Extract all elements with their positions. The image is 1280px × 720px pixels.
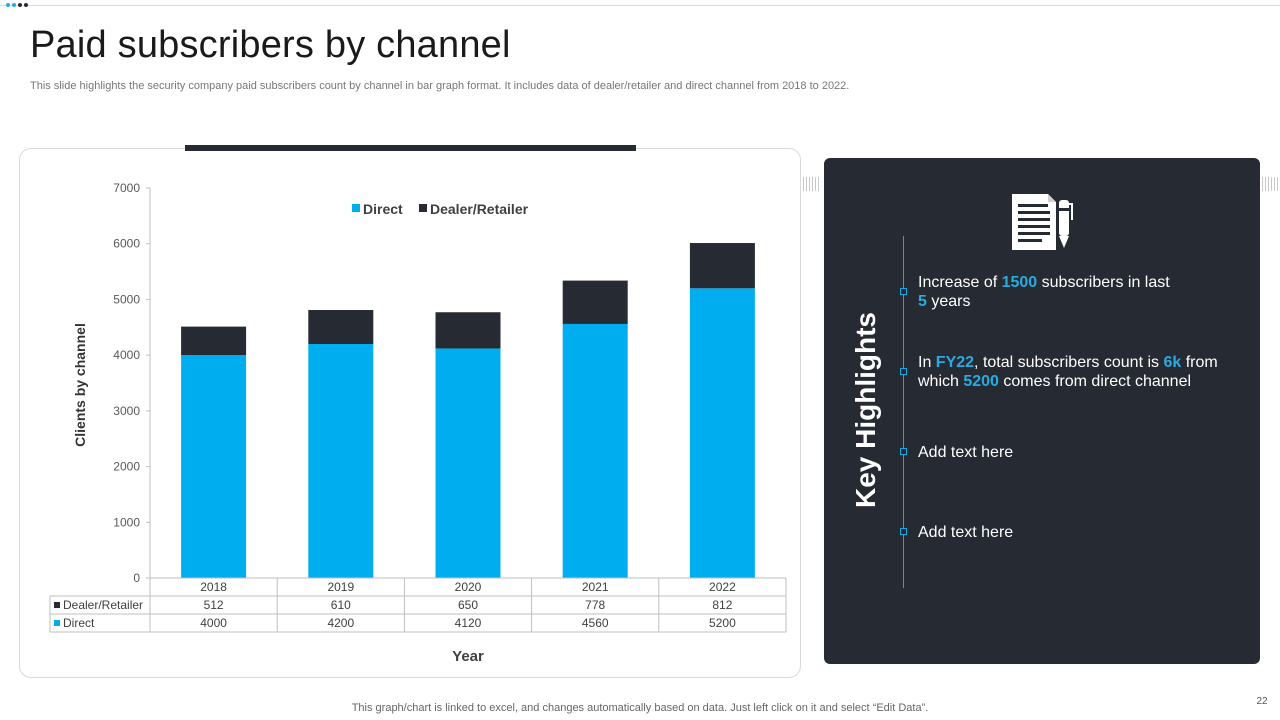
bar-dealer-2021 (562, 280, 628, 324)
chart-card-top-bar (185, 145, 636, 151)
highlight-2-text-d: comes from direct channel (998, 373, 1192, 390)
y-tick-label: 1000 (113, 515, 140, 529)
legend-label-dealer: Dealer/Retailer (430, 201, 529, 217)
footer-note: This graph/chart is linked to excel, and… (351, 702, 929, 714)
page-title: Paid subscribers by channel (30, 24, 511, 66)
bar-dealer-2022 (689, 243, 755, 289)
chart-card[interactable] (19, 148, 801, 678)
dot-2 (12, 3, 16, 7)
y-tick-label: 0 (133, 571, 140, 585)
bar-direct-2021 (562, 323, 628, 578)
table-key-direct (54, 620, 60, 626)
x-tick-label: 2018 (200, 580, 227, 594)
table-cell-direct: 4200 (327, 616, 354, 630)
y-tick-label: 2000 (113, 460, 140, 474)
y-tick-label: 5000 (113, 292, 140, 306)
table-cell-direct: 4120 (455, 616, 482, 630)
table-cell-dealer: 778 (585, 598, 605, 612)
highlight-2-value-6k: 6k (1163, 354, 1182, 371)
highlight-1-value-5: 5 (918, 293, 927, 310)
table-cell-direct: 5200 (709, 616, 736, 630)
highlight-2-text-a: In (918, 354, 936, 371)
page-subtitle: This slide highlights the security compa… (30, 80, 850, 92)
x-tick-label: 2019 (327, 580, 354, 594)
decor-lines-left (803, 177, 821, 191)
highlights-title: Key Highlights (850, 311, 881, 509)
highlight-2-text-c: from which (918, 354, 1218, 390)
highlight-2-value-fy22: FY22 (935, 354, 975, 371)
table-key-dealer (54, 602, 60, 608)
dot-1 (6, 3, 10, 7)
bar-direct-2020 (435, 348, 501, 578)
highlight-item-2: In FY22, total subscribers count is 6k f… (918, 353, 1228, 391)
timeline-marker-4 (900, 528, 907, 535)
bar-direct-2022 (689, 288, 755, 578)
bar-dealer-2019 (308, 310, 374, 344)
x-tick-label: 2021 (582, 580, 609, 594)
y-tick-label: 7000 (113, 181, 140, 195)
bar-direct-2018 (181, 355, 247, 578)
timeline-marker-2 (900, 368, 907, 375)
highlight-2-text-b: , total subscribers count is (974, 354, 1164, 371)
dot-3 (18, 3, 22, 7)
table-cell-dealer: 512 (204, 598, 224, 612)
top-divider (0, 5, 1280, 6)
timeline-marker-3 (900, 448, 907, 455)
highlight-1-value-1500: 1500 (1001, 274, 1038, 291)
x-axis-title: Year (452, 648, 484, 665)
highlight-1-text-a: Increase of (918, 274, 1002, 291)
highlight-2-value-5200: 5200 (963, 373, 999, 390)
legend-swatch-direct (352, 204, 360, 212)
highlight-1-text-c: years (926, 293, 971, 310)
y-axis-title: Clients by channel (72, 323, 88, 447)
table-row-label-dealer: Dealer/Retailer (63, 598, 143, 612)
bar-dealer-2020 (435, 312, 501, 349)
table-row-label-direct: Direct (63, 616, 95, 630)
table-cell-dealer: 812 (712, 598, 732, 612)
y-tick-label: 4000 (113, 348, 140, 362)
document-pen-icon (1012, 194, 1073, 250)
legend-swatch-dealer (419, 204, 427, 212)
table-cell-dealer: 610 (331, 598, 351, 612)
table-cell-dealer: 650 (458, 598, 478, 612)
highlights-timeline (903, 236, 904, 588)
slide-dots (6, 3, 28, 7)
highlight-item-3[interactable]: Add text here (918, 444, 1014, 461)
timeline-marker-1 (900, 288, 907, 295)
bar-direct-2019 (308, 344, 374, 578)
table-cell-direct: 4000 (200, 616, 227, 630)
decor-lines-right (1262, 177, 1280, 191)
y-tick-label: 6000 (113, 237, 140, 251)
highlight-item-4[interactable]: Add text here (918, 524, 1014, 541)
dot-4 (24, 3, 28, 7)
x-tick-label: 2020 (455, 580, 482, 594)
table-cell-direct: 4560 (582, 616, 609, 630)
page-number: 22 (1256, 696, 1268, 707)
highlight-1-text-b: subscribers in last (1037, 274, 1170, 291)
legend-label-direct: Direct (363, 201, 403, 217)
highlight-item-1: Increase of 1500 subscribers in last 5 y… (918, 273, 1228, 311)
y-tick-label: 3000 (113, 404, 140, 418)
x-tick-label: 2022 (709, 580, 736, 594)
bar-dealer-2018 (181, 326, 247, 356)
